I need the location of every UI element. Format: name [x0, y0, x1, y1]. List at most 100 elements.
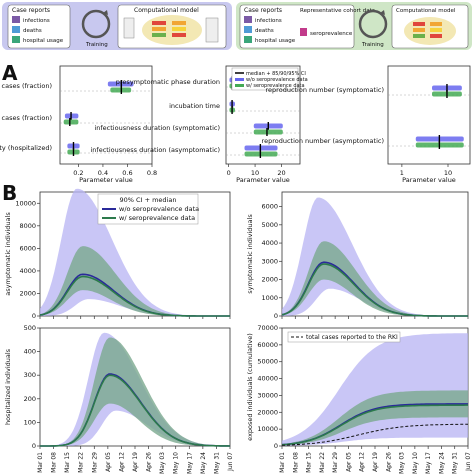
x-tick-label: May 03: [399, 452, 406, 474]
x-tick-label: Mar 29: [332, 452, 339, 473]
y-tick-label: 10000: [15, 199, 36, 207]
legend-box: [287, 331, 401, 343]
y-tick-label: 20000: [257, 408, 278, 416]
x-tick-label: Mar 15: [64, 452, 71, 473]
y-axis-label: asymptomatic individuals: [4, 212, 12, 296]
schematic-left-arrow-label: Training: [85, 42, 108, 48]
panel-a-sub1: asymptomatic cases (fraction) hospitaliz…: [0, 65, 157, 184]
x-tick-label: 10: [444, 169, 452, 177]
x-tick-label: Mar 01: [279, 452, 286, 473]
schematic-right-item: deaths: [255, 28, 274, 34]
param-label: reproduction number (symptomatic): [266, 86, 384, 94]
x-tick-label: Apr 26: [385, 452, 392, 472]
param-label: incubation time: [169, 102, 220, 110]
x-tick-label: Mar 01: [37, 452, 44, 473]
param-label: infectiousness duration (asymptomatic): [90, 146, 220, 154]
median-line-w-sero: [281, 404, 468, 446]
schematic-right-item: hospital usage: [255, 38, 296, 44]
param-label: presymptomatic phase duration: [116, 78, 220, 86]
x-axis-label: Parameter value: [79, 176, 133, 184]
legend-item: w/ seroprevalence data: [246, 83, 305, 89]
x-tick-label: May 03: [159, 452, 166, 474]
schematic-left-item: infections: [23, 18, 50, 24]
x-tick-label: 10: [251, 169, 259, 177]
ci-band-wo-sero: [282, 333, 468, 446]
y-axis-label: hospitalized individuals: [4, 348, 12, 425]
y-tick-label: 2000: [19, 289, 36, 297]
reported-cases-line: [282, 423, 468, 446]
panel-a-sub2: presymptomatic phase duration incubation…: [90, 65, 308, 184]
median-line-w-sero: [39, 275, 230, 317]
x-tick-label: Mar 22: [78, 452, 85, 473]
legend-item: w/o seroprevalence data: [246, 77, 308, 83]
y-tick-label: 4000: [261, 239, 278, 247]
y-tick-label: 0: [32, 312, 36, 320]
y-tick-label: 5000: [261, 221, 278, 229]
x-tick-label: Apr 05: [345, 452, 352, 472]
deaths-icon: [12, 26, 20, 33]
median-line-w-sero: [40, 374, 231, 447]
x-tick-label: Apr 19: [132, 452, 139, 472]
schematic-right: Case reports infections deaths hospital …: [236, 2, 472, 50]
schematic-right-cohort-item: seroprevalence: [310, 31, 353, 37]
x-tick-label: Jun 07: [465, 452, 472, 472]
y-axis-label: symptomatic individuals: [246, 214, 254, 294]
y-tick-label: 30000: [257, 391, 278, 399]
infections-icon: [244, 16, 252, 23]
y-tick-label: 8000: [19, 222, 36, 230]
y-tick-label: 0: [274, 312, 278, 320]
y-tick-label: 300: [24, 371, 36, 379]
x-tick-label: May 10: [412, 452, 419, 474]
schematic-left-box-title: Case reports: [12, 7, 50, 14]
x-tick-label: May 17: [186, 452, 193, 474]
median-line-w-sero: [281, 263, 468, 317]
training-cycle-icon: [81, 9, 111, 39]
x-tick-label: Mar 08: [51, 452, 58, 473]
y-tick-label: 0: [274, 442, 278, 450]
x-tick-label: 1: [400, 169, 404, 177]
panel-a-legend: [231, 67, 299, 91]
y-tick-label: 50000: [257, 358, 278, 366]
y-tick-label: 70000: [257, 324, 278, 332]
ci-band-w-sero: [40, 246, 230, 316]
hospital-icon: [12, 36, 20, 43]
y-tick-label: 60000: [257, 341, 278, 349]
x-tick-label: Mar 15: [306, 452, 313, 473]
training-cycle-icon: [358, 9, 388, 39]
schematic-right-model-title: Computational model: [396, 8, 456, 14]
y-tick-label: 200: [24, 395, 36, 403]
legend-item: w/ seroprevalence data: [119, 214, 195, 222]
x-tick-label: May 31: [213, 452, 220, 474]
x-tick-label: May 31: [452, 452, 459, 474]
x-tick-label: Apr 12: [359, 452, 366, 472]
ci-band-w-sero: [282, 241, 468, 316]
param-label: infectiousness duration (symptomatic): [94, 124, 220, 132]
schematic-right-item: infections: [255, 18, 282, 24]
x-tick-label: Apr 19: [372, 452, 379, 472]
y-tick-label: 10000: [257, 425, 278, 433]
ci-band-w-sero: [40, 337, 230, 446]
x-tick-label: Jun 07: [227, 452, 234, 472]
x-tick-label: Mar 08: [292, 452, 299, 473]
y-tick-label: 3000: [261, 257, 278, 265]
y-tick-label: 1000: [261, 294, 278, 302]
ci-bar-w-sero: [63, 119, 79, 125]
infections-icon: [12, 16, 20, 23]
x-tick-label: Apr 26: [146, 452, 153, 472]
x-tick-label: Apr 12: [118, 452, 125, 472]
y-tick-label: 400: [24, 348, 36, 356]
panel-label-b: B: [2, 181, 17, 205]
x-tick-label: Apr 05: [105, 452, 112, 472]
legend-item: w/o seroprevalence data: [119, 205, 199, 213]
legend-title: 90% CI + median: [120, 196, 177, 204]
y-tick-label: 2000: [261, 276, 278, 284]
x-tick-label: 0.6: [122, 169, 132, 177]
schematic-right-box-title: Case reports: [244, 7, 282, 14]
y-tick-label: 6000: [261, 203, 278, 211]
schematic-left-item: hospital usage: [23, 38, 64, 44]
x-axis-label: Parameter value: [236, 176, 290, 184]
seroprevalence-icon: [300, 28, 307, 36]
y-axis-label: exposed individuals (cumulative): [246, 333, 254, 441]
x-tick-label: Mar 22: [319, 452, 326, 473]
schematic-left-model-title: Computational model: [134, 7, 199, 14]
